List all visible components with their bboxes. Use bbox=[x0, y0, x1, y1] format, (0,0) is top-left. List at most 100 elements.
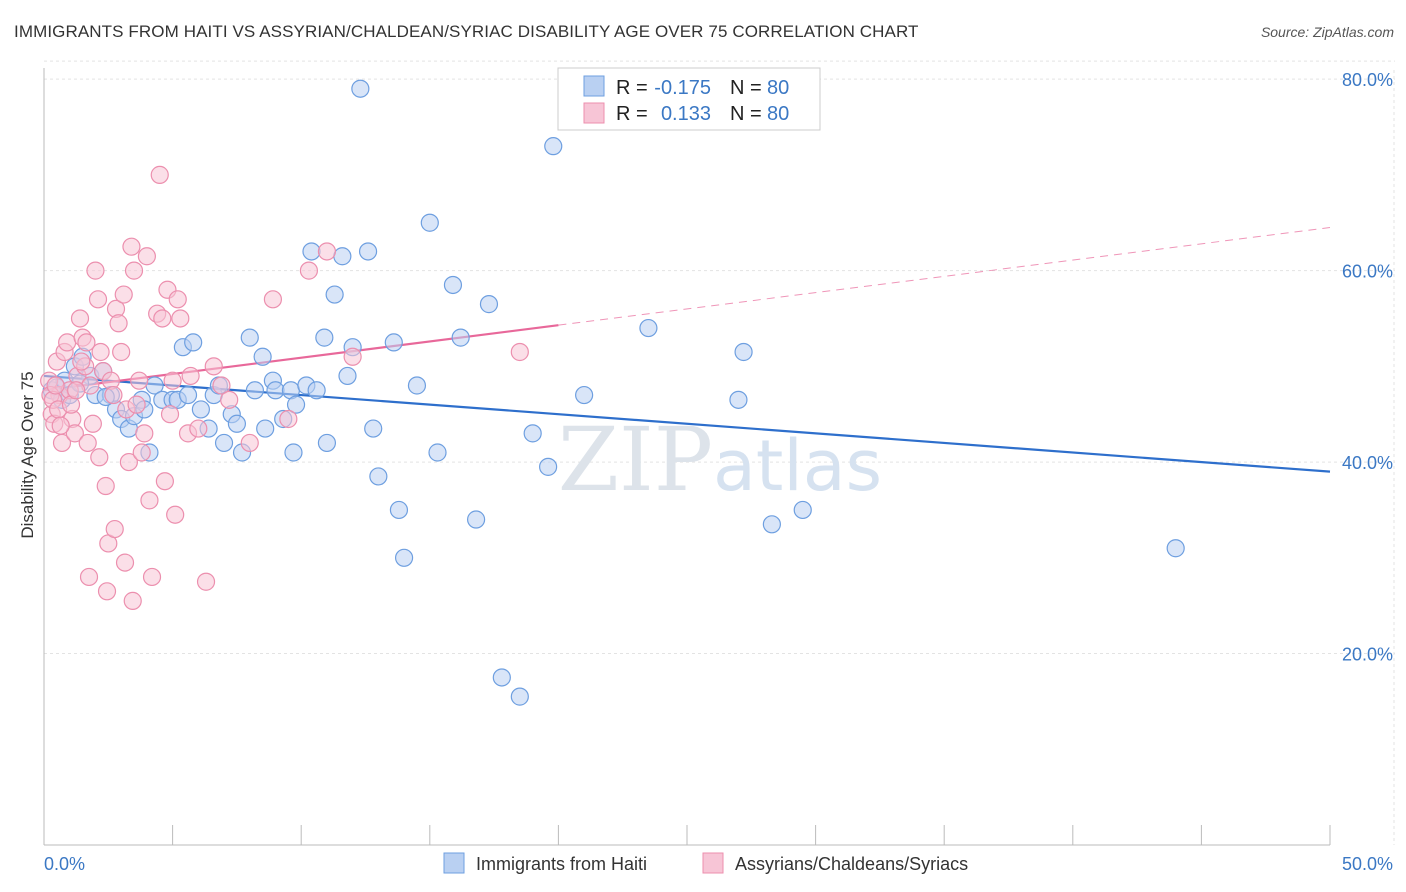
point-haiti bbox=[407, 376, 427, 395]
axes bbox=[43, 68, 1331, 846]
point-haiti bbox=[389, 500, 409, 520]
point-assyrian bbox=[160, 405, 180, 424]
point-assyrian bbox=[135, 424, 154, 443]
point-haiti bbox=[317, 433, 337, 453]
point-haiti bbox=[394, 548, 414, 567]
legend-label-assyrian: Assyrians/Chaldeans/Syriacs bbox=[735, 854, 968, 874]
point-assyrian bbox=[510, 342, 529, 362]
x-tick-label-min: 0.0% bbox=[44, 854, 85, 874]
point-haiti bbox=[266, 381, 285, 400]
point-assyrian bbox=[96, 476, 115, 496]
point-assyrian bbox=[115, 553, 135, 572]
point-haiti bbox=[479, 295, 499, 314]
legend-swatch-assyrian bbox=[702, 852, 724, 874]
y-tick-label: 40.0% bbox=[1342, 453, 1393, 473]
y-axis-title: Disability Age Over 75 bbox=[18, 371, 37, 538]
point-assyrian bbox=[70, 309, 90, 328]
legend-swatch-haiti bbox=[443, 852, 465, 874]
point-assyrian bbox=[67, 381, 86, 400]
point-assyrian bbox=[91, 342, 110, 362]
point-haiti bbox=[240, 328, 259, 347]
point-haiti bbox=[510, 687, 529, 706]
point-assyrian bbox=[114, 285, 133, 304]
point-assyrian bbox=[88, 290, 108, 309]
stats-r-value-assyrian: 0.133 bbox=[661, 103, 711, 125]
point-haiti bbox=[245, 381, 265, 400]
point-assyrian bbox=[105, 519, 124, 539]
point-haiti bbox=[315, 328, 334, 347]
point-haiti bbox=[358, 242, 378, 261]
point-assyrian bbox=[65, 424, 84, 443]
point-assyrian bbox=[104, 385, 123, 405]
point-assyrian bbox=[153, 309, 172, 328]
watermark: ZIPatlas bbox=[558, 408, 882, 511]
point-assyrian bbox=[127, 395, 146, 414]
point-assyrian bbox=[240, 433, 259, 453]
point-assyrian bbox=[317, 242, 337, 261]
point-assyrian bbox=[97, 582, 117, 601]
point-haiti bbox=[539, 457, 558, 476]
point-haiti bbox=[544, 137, 563, 156]
stats-r-label-assyrian: R = bbox=[616, 103, 648, 125]
point-assyrian bbox=[77, 333, 96, 352]
point-haiti bbox=[333, 247, 352, 266]
point-assyrian bbox=[299, 261, 319, 280]
point-haiti bbox=[351, 79, 370, 98]
point-haiti bbox=[256, 419, 275, 438]
point-assyrian bbox=[83, 414, 102, 433]
series-legend: Immigrants from Haiti Assyrians/Chaldean… bbox=[443, 852, 968, 874]
point-assyrian bbox=[168, 290, 187, 309]
point-assyrian bbox=[204, 357, 223, 376]
point-haiti bbox=[443, 275, 463, 295]
point-assyrian bbox=[155, 472, 174, 491]
trend-line-assyrian bbox=[43, 324, 559, 392]
point-haiti bbox=[639, 318, 658, 338]
stats-n-label-haiti: N = bbox=[730, 77, 762, 99]
point-haiti bbox=[214, 433, 234, 453]
point-assyrian bbox=[124, 261, 144, 280]
y-tick-label: 80.0% bbox=[1342, 70, 1393, 90]
point-assyrian bbox=[220, 390, 239, 409]
point-assyrian bbox=[51, 416, 70, 435]
point-haiti bbox=[364, 419, 383, 438]
point-assyrian bbox=[112, 342, 131, 362]
point-assyrian bbox=[181, 366, 200, 386]
point-haiti bbox=[451, 328, 470, 347]
point-haiti bbox=[284, 443, 303, 462]
point-assyrian bbox=[130, 371, 149, 390]
point-haiti bbox=[178, 385, 198, 405]
stats-legend-swatch-assyrian bbox=[583, 102, 605, 124]
point-haiti bbox=[338, 366, 357, 386]
stats-legend-swatch-haiti bbox=[583, 75, 605, 97]
watermark-zip: ZIP bbox=[558, 408, 713, 511]
point-assyrian bbox=[78, 433, 97, 453]
point-assyrian bbox=[137, 247, 156, 266]
point-haiti bbox=[734, 342, 753, 362]
point-assyrian bbox=[150, 165, 169, 184]
tick-labels: 20.0% 40.0% 60.0% 80.0% 0.0% 50.0% bbox=[44, 70, 1393, 874]
point-assyrian bbox=[58, 333, 77, 352]
point-haiti bbox=[253, 347, 272, 366]
y-tick-label: 60.0% bbox=[1342, 262, 1393, 282]
point-haiti bbox=[575, 385, 594, 405]
point-haiti bbox=[184, 333, 203, 352]
point-haiti bbox=[793, 500, 812, 520]
point-assyrian bbox=[122, 237, 141, 256]
point-haiti bbox=[307, 381, 326, 400]
point-assyrian bbox=[171, 309, 190, 328]
trend-line-assyrian-extension bbox=[558, 227, 1331, 326]
point-haiti bbox=[420, 213, 439, 232]
point-assyrian bbox=[166, 505, 185, 524]
stats-legend: R = -0.175 N = 80 R = 0.133 N = 80 bbox=[557, 67, 821, 131]
point-haiti bbox=[492, 668, 511, 687]
stats-r-value-haiti: -0.175 bbox=[654, 77, 711, 99]
point-haiti bbox=[302, 242, 321, 261]
point-assyrian bbox=[263, 290, 283, 309]
stats-n-label-assyrian: N = bbox=[730, 103, 762, 125]
stats-n-value-haiti: 80 bbox=[767, 77, 789, 99]
point-assyrian bbox=[279, 409, 298, 429]
chart-title: IMMIGRANTS FROM HAITI VS ASSYRIAN/CHALDE… bbox=[14, 22, 919, 41]
legend-label-haiti: Immigrants from Haiti bbox=[476, 854, 647, 874]
point-haiti bbox=[286, 395, 306, 414]
point-assyrian bbox=[79, 567, 99, 587]
